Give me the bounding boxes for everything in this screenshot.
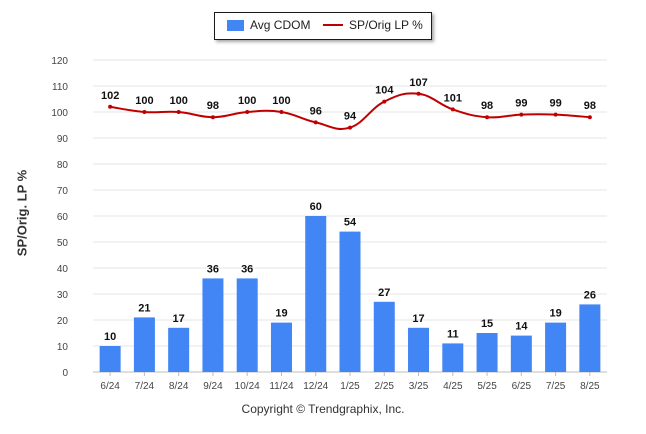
x-tick-label: 6/25: [512, 381, 532, 392]
legend: Avg CDOM SP/Orig LP %: [214, 12, 432, 40]
bar-value-label: 21: [138, 302, 150, 314]
x-tick-label: 6/24: [100, 381, 120, 392]
y-tick-label: 70: [57, 186, 69, 197]
bar-value-label: 19: [549, 308, 561, 320]
legend-label-avg-cdom: Avg CDOM: [250, 18, 311, 32]
line-point[interactable]: [279, 110, 284, 114]
line-value-label: 102: [101, 90, 119, 102]
line-point[interactable]: [245, 110, 250, 114]
bar-value-label: 11: [447, 328, 459, 340]
bar[interactable]: [408, 327, 430, 372]
legend-line-swatch: [323, 24, 343, 26]
bar-value-label: 10: [104, 331, 116, 343]
legend-item-avg-cdom[interactable]: Avg CDOM: [227, 18, 310, 32]
line-value-label: 99: [515, 98, 527, 110]
y-tick-label: 30: [57, 290, 69, 301]
line-value-label: 98: [481, 100, 493, 112]
line-value-label: 96: [310, 105, 322, 117]
line-point[interactable]: [142, 110, 147, 114]
y-tick-label: 80: [57, 160, 69, 171]
x-tick-label: 1/25: [340, 381, 360, 392]
y-tick-label: 60: [57, 212, 69, 223]
line-point[interactable]: [587, 115, 592, 120]
bar[interactable]: [133, 317, 155, 372]
line-value-label: 98: [584, 100, 596, 112]
line-value-label: 100: [169, 95, 187, 107]
line-point[interactable]: [450, 107, 455, 112]
bar[interactable]: [168, 327, 190, 372]
bar-value-label: 36: [241, 263, 253, 275]
line-point[interactable]: [108, 104, 113, 109]
line-value-label: 94: [344, 111, 357, 123]
bar[interactable]: [99, 346, 121, 372]
line-value-label: 104: [375, 85, 394, 97]
line-value-label: 107: [409, 77, 427, 89]
bar[interactable]: [579, 304, 601, 372]
line-point[interactable]: [348, 125, 352, 130]
y-tick-label: 20: [57, 316, 69, 327]
bar[interactable]: [545, 322, 567, 372]
bar[interactable]: [236, 278, 258, 372]
line-point[interactable]: [485, 115, 490, 120]
x-tick-label: 7/24: [135, 381, 155, 392]
line-value-label: 99: [549, 98, 561, 110]
line-value-label: 98: [207, 100, 219, 112]
line-point[interactable]: [313, 120, 318, 125]
x-tick-label: 8/25: [580, 381, 600, 392]
bar[interactable]: [270, 322, 292, 372]
x-tick-label: 9/24: [203, 381, 223, 392]
y-tick-label: 120: [51, 56, 68, 67]
bar-value-label: 60: [310, 201, 322, 213]
line-value-label: 100: [238, 95, 256, 107]
bar[interactable]: [476, 333, 498, 372]
bar-value-label: 17: [412, 313, 424, 325]
y-tick-label: 100: [51, 108, 68, 119]
bar[interactable]: [202, 278, 224, 372]
line-value-label: 101: [444, 92, 462, 104]
bar-value-label: 26: [584, 289, 596, 301]
bar[interactable]: [339, 231, 361, 372]
legend-label-sp-orig: SP/Orig LP %: [349, 18, 423, 32]
x-tick-label: 2/25: [375, 381, 395, 392]
bar-value-label: 15: [481, 318, 493, 330]
y-axis-title: SP/Orig. LP %: [14, 169, 30, 257]
bar-value-label: 19: [275, 308, 287, 320]
line-point[interactable]: [382, 99, 387, 104]
x-tick-label: 5/25: [477, 381, 497, 392]
line-value-label: 100: [272, 95, 290, 107]
bar[interactable]: [442, 343, 464, 372]
line-point[interactable]: [176, 110, 181, 114]
bar[interactable]: [373, 301, 395, 372]
bar[interactable]: [510, 335, 532, 372]
bar-value-label: 17: [173, 313, 185, 325]
line-value-label: 100: [135, 95, 153, 107]
y-tick-label: 90: [57, 134, 69, 145]
y-tick-label: 0: [62, 368, 68, 379]
line-point[interactable]: [553, 112, 558, 117]
line-point[interactable]: [210, 115, 215, 120]
bar-value-label: 14: [515, 321, 528, 333]
y-tick-label: 40: [57, 264, 69, 275]
y-tick-label: 110: [52, 82, 68, 93]
x-tick-label: 11/24: [269, 381, 294, 392]
x-tick-label: 12/24: [303, 381, 328, 392]
x-tick-label: 4/25: [443, 381, 463, 392]
bar[interactable]: [305, 216, 327, 372]
x-tick-label: 7/25: [546, 381, 566, 392]
line-point[interactable]: [519, 112, 524, 117]
x-tick-label: 8/24: [169, 381, 189, 392]
bar-value-label: 36: [207, 263, 219, 275]
x-tick-label: 3/25: [409, 381, 429, 392]
y-tick-label: 50: [57, 238, 69, 249]
legend-bar-swatch: [227, 19, 244, 31]
legend-item-sp-orig[interactable]: SP/Orig LP %: [323, 18, 423, 32]
y-tick-label: 10: [57, 342, 69, 353]
x-tick-label: 10/24: [235, 381, 260, 392]
copyright-text: Copyright © Trendgraphix, Inc.: [241, 402, 405, 416]
bar-value-label: 54: [344, 217, 357, 229]
line-point[interactable]: [416, 91, 421, 96]
bar-value-label: 27: [378, 287, 390, 299]
